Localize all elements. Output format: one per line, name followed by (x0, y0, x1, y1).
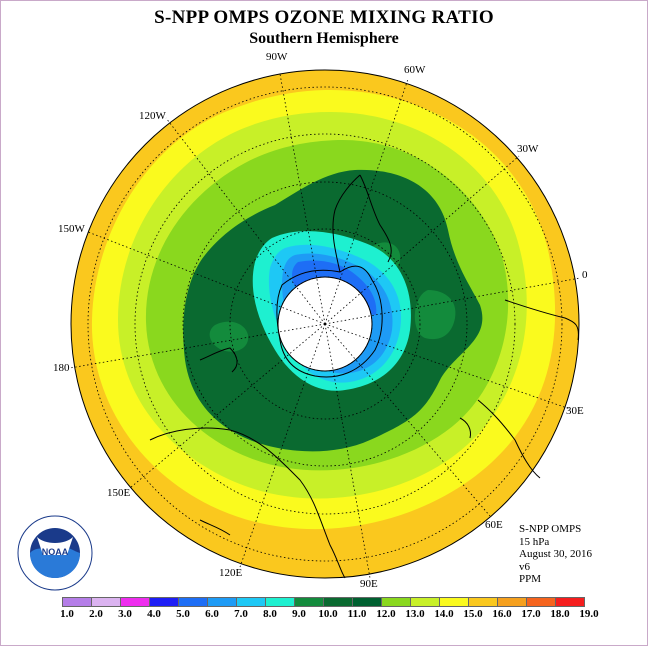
color-swatch (207, 597, 237, 607)
ross-region (199, 347, 238, 373)
color-swatch (410, 597, 440, 607)
color-scale-label: 11.0 (347, 608, 367, 620)
coastlines (149, 174, 579, 579)
lon-label-150e: 150E (107, 487, 131, 499)
map-subtitle: Southern Hemisphere (249, 30, 399, 47)
svg-text:NOAA: NOAA (42, 547, 69, 557)
color-swatch (468, 597, 498, 607)
color-swatch (497, 597, 527, 607)
lon-label-120w: 120W (139, 110, 167, 122)
color-swatch (265, 597, 295, 607)
lon-label-0: 0 (582, 269, 588, 281)
contour-9-10-b (209, 321, 249, 352)
color-swatch (526, 597, 556, 607)
lon-label-150w: 150W (58, 223, 86, 235)
meridian-30e (324, 323, 571, 410)
south-america-tip (359, 174, 392, 263)
meridian-60w (324, 78, 409, 325)
color-scale-label: 4.0 (147, 608, 161, 620)
kerguelen-coast (459, 417, 471, 439)
color-scale-label: 3.0 (118, 608, 132, 620)
color-scale-label: 7.0 (234, 608, 248, 620)
color-swatch (352, 597, 382, 607)
color-scale-label: 2.0 (89, 608, 103, 620)
info-version: v6 (519, 560, 530, 573)
color-swatch (236, 597, 266, 607)
lon-label-90w: 90W (266, 51, 288, 63)
lat-circle-50 (134, 133, 516, 515)
lon-label-60w: 60W (404, 64, 426, 76)
color-swatch (555, 597, 585, 607)
meridian-grid (69, 73, 581, 579)
lon-label-180: 180 (53, 362, 70, 374)
contour-9-10-c (414, 290, 456, 340)
meridian-180 (69, 323, 326, 369)
color-scale-label: 6.0 (205, 608, 219, 620)
tasmania-coast (199, 519, 231, 536)
color-swatch (294, 597, 324, 607)
color-swatch (91, 597, 121, 607)
madagascar-region (477, 399, 541, 479)
color-scale-label: 8.0 (263, 608, 277, 620)
info-units: PPM (519, 573, 542, 585)
meridian-30w (324, 155, 520, 325)
longitude-labels: 90W 60W 30W 0 30E 60E 90E 120E 150E 180 … (53, 51, 588, 590)
lon-label-120e: 120E (219, 567, 243, 579)
lat-circle-80 (277, 276, 373, 372)
color-scale-label: 16.0 (492, 608, 512, 620)
color-scale-label: 15.0 (463, 608, 483, 620)
color-swatch (323, 597, 353, 607)
latitude-grid (87, 86, 563, 562)
lon-label-60e: 60E (485, 519, 503, 531)
color-swatch (439, 597, 469, 607)
lon-label-90e: 90E (360, 578, 378, 590)
info-level: 15 hPa (519, 535, 550, 548)
australia-coast (149, 427, 346, 579)
color-swatch (178, 597, 208, 607)
meridian-120w (165, 117, 326, 325)
color-swatch (149, 597, 179, 607)
color-scale-label: 12.0 (376, 608, 396, 620)
noaa-logo-icon: NOAA (17, 515, 93, 591)
lat-circle-40 (87, 86, 563, 562)
africa-coast (504, 299, 579, 341)
color-swatch (381, 597, 411, 607)
plot-info: S-NPP OMPS 15 hPa August 30, 2016 v6 PPM (519, 523, 592, 586)
color-scale-label: 19.0 (579, 608, 599, 620)
info-instrument: S-NPP OMPS (519, 523, 582, 535)
color-scale-bar (62, 597, 585, 607)
meridian-90e (324, 323, 371, 579)
color-swatch (120, 597, 150, 607)
color-scale-label: 9.0 (292, 608, 306, 620)
antarctic-peninsula (332, 174, 361, 273)
map-border (70, 69, 580, 579)
color-scale-label: 1.0 (60, 608, 74, 620)
color-scale-label: 10.0 (318, 608, 338, 620)
meridian-150e (129, 323, 326, 489)
meridian-120e (239, 323, 326, 568)
lat-circle-70 (229, 228, 421, 420)
color-swatch (62, 597, 92, 607)
color-scale-label: 14.0 (434, 608, 454, 620)
lon-label-30w: 30W (517, 143, 539, 155)
color-scale-labels: 1.0 2.0 3.0 4.0 5.0 6.0 7.0 8.0 9.0 10.0 11.0 12.0 1… (0, 608, 648, 622)
color-scale-label: 5.0 (176, 608, 190, 620)
lon-label-30e: 30E (566, 405, 584, 417)
color-scale-label: 13.0 (405, 608, 425, 620)
info-date: August 30, 2016 (519, 548, 593, 560)
color-scale-label: 18.0 (550, 608, 570, 620)
map-title: S-NPP OMPS OZONE MIXING RATIO (154, 7, 494, 28)
color-scale-label: 17.0 (521, 608, 541, 620)
lat-circle-60 (182, 181, 468, 467)
